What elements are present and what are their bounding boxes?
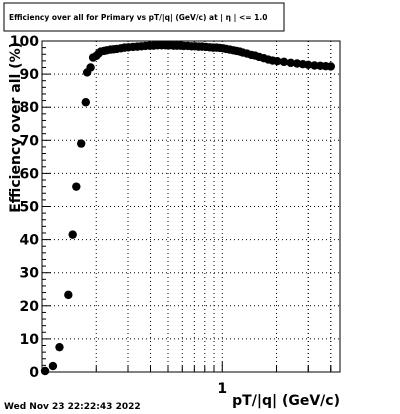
data-point [55,342,64,352]
data-point [279,57,289,67]
data-point [64,290,73,300]
y-axis-title: Efficiency over all (%) [8,42,24,213]
grid-lines [42,41,340,372]
chart-title: Efficiency over all for Primary vs pT/|q… [9,13,267,23]
x-axis-title: pT/|q| (GeV/c) [232,393,340,409]
y-tick-labels: 0 10 20 30 40 50 60 70 80 90 100 [10,34,39,381]
data-point [77,139,86,148]
y-tick-label: 30 [20,266,40,282]
data-point [81,98,91,107]
x-tick-label: 1 [217,381,227,397]
y-tick-label: 10 [20,332,40,348]
data-point [48,361,58,371]
data-point [40,366,50,376]
timestamp: Wed Nov 23 22:22:43 2022 [4,402,141,412]
y-tick-label: 40 [20,233,40,249]
data-point [72,182,81,191]
data-point [326,62,335,71]
y-tick-label: 60 [20,166,40,182]
title-frame [3,2,285,32]
data-point [286,58,295,68]
y-tick-label: 70 [20,133,40,149]
y-tick-label: 80 [20,100,40,116]
title-box: Efficiency over all for Primary vs pT/|q… [3,2,285,32]
data-points [40,41,335,376]
data-point [86,63,95,72]
data-point [68,230,77,239]
data-point [273,56,282,66]
y-tick-label: 0 [29,365,39,381]
axis-ticks [41,40,332,373]
y-tick-label: 50 [20,200,40,216]
y-tick-label: 20 [20,299,40,315]
y-tick-label: 90 [20,67,40,83]
y-tick-label: 100 [10,34,39,50]
data-point [304,60,313,70]
x-tick-labels: 1 [217,381,227,397]
